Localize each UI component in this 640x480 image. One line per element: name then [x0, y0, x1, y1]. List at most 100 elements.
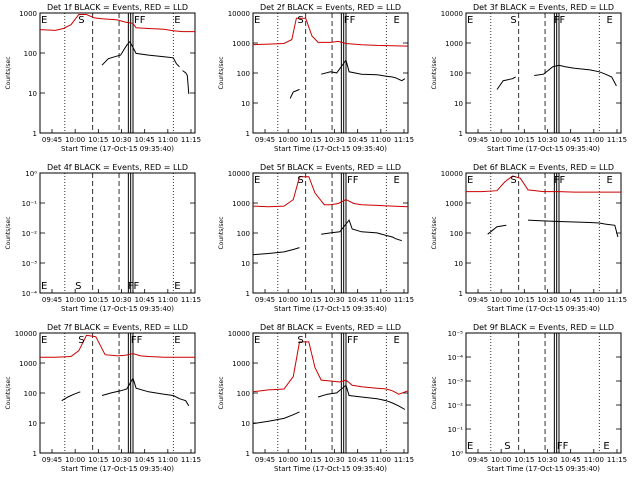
panel-det-4: Det 4f BLACK = Events, RED = LLD 10⁻⁴ 10⁻³… [5, 163, 201, 313]
panel-title: Det 2f BLACK = Events, RED = LLD [260, 3, 401, 12]
y-tick-label: 1000 [445, 40, 463, 48]
event-marker-label: E [394, 15, 400, 26]
y-tick-label: 100 [450, 230, 463, 238]
x-tick-label: 09:45 [42, 296, 62, 304]
events-series-line [321, 219, 402, 242]
event-marker-label: FF [134, 15, 146, 26]
lld-series-line [466, 175, 621, 193]
lld-series-line [252, 17, 409, 47]
y-tick-label: 10 [454, 100, 463, 108]
event-marker-label: E [174, 335, 180, 346]
events-series-line [252, 411, 300, 425]
event-marker-label: S [75, 281, 81, 292]
x-axis-label: Start Time (17-Oct-15 09:35:40) [61, 305, 174, 313]
x-tick-label: 10:30 [111, 296, 131, 304]
event-marker-label: E [254, 175, 260, 186]
event-marker-label: S [297, 15, 303, 26]
y-axis-label: Counts/sec [5, 216, 12, 249]
x-tick-label: 09:45 [468, 456, 488, 464]
y-tick-label: 10⁻² [22, 230, 38, 238]
events-series-line [527, 219, 619, 238]
panel-title: Det 5f BLACK = Events, RED = LLD [260, 163, 401, 172]
x-tick-label: 10:15 [301, 296, 321, 304]
x-tick-label: 11:00 [158, 296, 178, 304]
lld-series-line [252, 176, 409, 208]
x-axis-label: Start Time (17-Oct-15 09:35:40) [487, 305, 600, 313]
panel-title: Det 7f BLACK = Events, RED = LLD [47, 323, 188, 332]
event-marker-label: E [467, 441, 473, 452]
event-marker-label: E [394, 335, 400, 346]
y-tick-label: 10⁻¹ [448, 426, 464, 434]
y-axis-label: Counts/sec [218, 216, 225, 249]
x-tick-label: 10:00 [278, 136, 298, 144]
y-tick-label: 10 [454, 260, 463, 268]
y-tick-label: 100 [237, 230, 250, 238]
event-marker-label: S [510, 15, 516, 26]
x-tick-label: 10:30 [111, 136, 131, 144]
event-marker-label: FF [344, 15, 356, 26]
x-tick-label: 11:15 [607, 296, 627, 304]
event-marker-label: S [297, 175, 303, 186]
event-marker-label: S [510, 175, 516, 186]
event-marker-label: FF [557, 441, 569, 452]
event-marker-label: E [467, 15, 473, 26]
x-tick-label: 10:15 [88, 296, 108, 304]
y-tick-label: 1 [459, 130, 463, 138]
x-tick-label: 10:45 [561, 296, 581, 304]
y-tick-label: 1000 [232, 40, 250, 48]
x-tick-label: 11:00 [584, 136, 604, 144]
panel-det-5: Det 5f BLACK = Events, RED = LLD 1 10 100 10… [218, 163, 414, 313]
x-tick-label: 09:45 [468, 136, 488, 144]
x-axis-label: Start Time (17-Oct-15 09:35:40) [61, 145, 174, 153]
event-marker-label: E [41, 15, 47, 26]
x-tick-label: 11:00 [584, 296, 604, 304]
event-marker-label: E [607, 15, 613, 26]
x-tick-label: 09:45 [255, 456, 275, 464]
events-series-line [534, 64, 617, 87]
y-tick-label: 10⁻⁵ [448, 330, 464, 338]
event-marker-label: E [174, 281, 180, 292]
event-marker-label: E [394, 175, 400, 186]
y-tick-label: 10000 [228, 330, 250, 338]
event-marker-label: FF [554, 15, 566, 26]
events-series-line [182, 70, 190, 95]
y-tick-label: 1 [459, 290, 463, 298]
event-marker-label: E [254, 335, 260, 346]
event-marker-label: E [174, 15, 180, 26]
event-marker-label: E [607, 175, 613, 186]
x-tick-label: 10:15 [514, 456, 534, 464]
plot-frame [465, 332, 622, 454]
panel-title: Det 6f BLACK = Events, RED = LLD [473, 163, 614, 172]
x-tick-label: 10:45 [135, 456, 155, 464]
x-tick-label: 11:00 [371, 296, 391, 304]
y-axis-label: Counts/sec [218, 56, 225, 89]
panel-title: Det 8f BLACK = Events, RED = LLD [260, 323, 401, 332]
x-tick-label: 10:15 [88, 456, 108, 464]
x-tick-label: 11:00 [158, 456, 178, 464]
x-tick-label: 11:00 [584, 456, 604, 464]
event-marker-label: E [467, 175, 473, 186]
y-tick-label: 10⁻⁴ [22, 290, 38, 298]
x-tick-label: 10:00 [491, 456, 511, 464]
events-series-line [496, 76, 516, 90]
event-marker-label: E [41, 335, 47, 346]
x-tick-label: 11:00 [158, 136, 178, 144]
panel-title: Det 1f BLACK = Events, RED = LLD [47, 3, 188, 12]
y-tick-label: 10 [241, 420, 250, 428]
x-tick-label: 11:15 [607, 136, 627, 144]
event-marker-label: FF [347, 175, 359, 186]
panel-det-2: Det 2f BLACK = Events, RED = LLD 1 10 100 10… [218, 3, 414, 153]
y-tick-label: 100 [24, 50, 37, 58]
y-tick-label: 1 [33, 130, 37, 138]
x-tick-label: 11:15 [394, 296, 414, 304]
x-tick-label: 10:45 [348, 456, 368, 464]
x-tick-label: 10:00 [65, 296, 85, 304]
event-marker-label: E [603, 441, 609, 452]
event-marker-label: E [41, 281, 47, 292]
y-tick-label: 10⁻⁴ [448, 354, 464, 362]
x-axis-label: Start Time (17-Oct-15 09:35:40) [487, 465, 600, 473]
y-axis-label: Counts/sec [5, 376, 12, 409]
x-tick-label: 09:45 [42, 136, 62, 144]
lld-series-line [252, 341, 409, 395]
y-tick-label: 100 [237, 70, 250, 78]
